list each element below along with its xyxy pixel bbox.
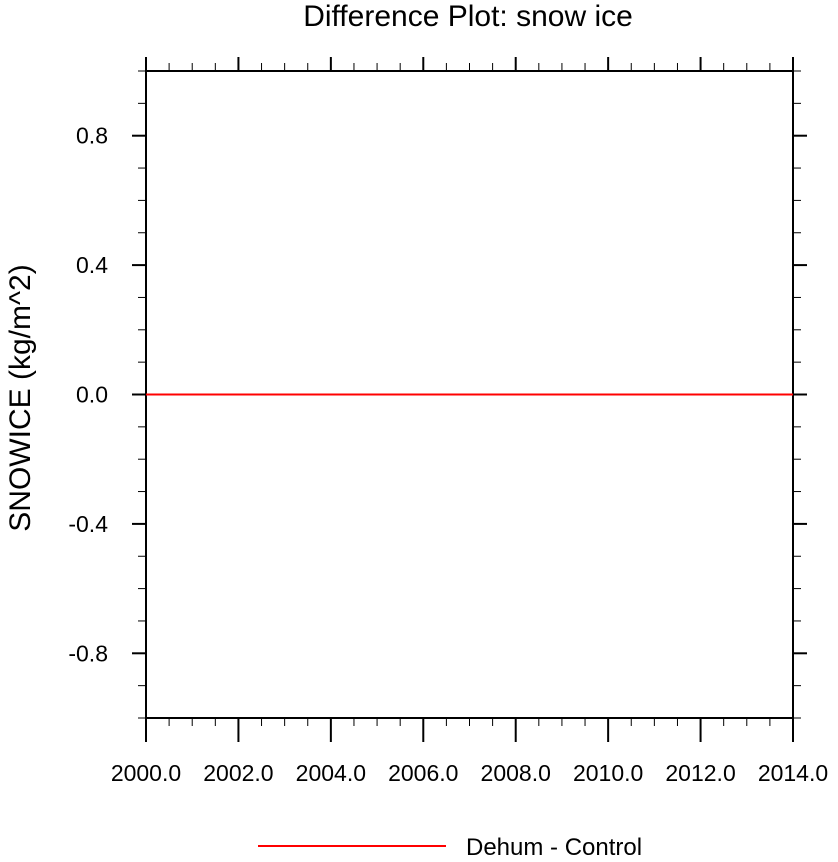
tick-layer: 2000.0 2002.0 2004.0 2006.0 2008.0 2010.0 2012… [68, 57, 828, 786]
x-tick-label: 2010.0 [573, 760, 643, 786]
y-tick-label: -0.8 [68, 640, 108, 666]
legend-label: Dehum - Control [466, 834, 642, 857]
x-tick-label: 2006.0 [388, 760, 458, 786]
chart-title: Difference Plot: snow ice [303, 0, 633, 33]
x-tick-label: 2002.0 [203, 760, 273, 786]
y-axis-label: SNOWICE (kg/m^2) [4, 264, 37, 531]
y-tick-label: 0.0 [76, 382, 108, 408]
x-tick-label: 2004.0 [296, 760, 366, 786]
legend: Dehum - Control [258, 834, 642, 861]
x-tick-label: 2014.0 [758, 760, 828, 786]
x-tick-label: 2008.0 [481, 760, 551, 786]
y-tick-label: 0.8 [76, 123, 108, 149]
y-tick-label: -0.4 [68, 511, 108, 537]
x-tick-label: 2012.0 [665, 760, 735, 786]
x-tick-label: 2000.0 [111, 760, 181, 786]
y-tick-label: 0.4 [76, 252, 108, 278]
